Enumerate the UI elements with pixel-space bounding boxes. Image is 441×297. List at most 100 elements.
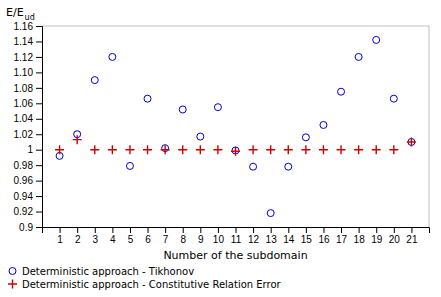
tick: 1.02 xyxy=(14,129,42,140)
frame xyxy=(429,26,430,227)
tick-mark xyxy=(271,227,272,233)
point xyxy=(90,145,99,154)
tick-label: 1.04 xyxy=(14,113,34,124)
tick: 14 xyxy=(283,227,295,245)
series xyxy=(56,36,415,216)
tick: 20 xyxy=(389,227,401,245)
tick-mark xyxy=(36,119,42,120)
tick: 1.06 xyxy=(14,98,42,109)
tick: 0.98 xyxy=(14,160,42,171)
tick-mark xyxy=(394,227,395,233)
tick: 5 xyxy=(128,227,134,245)
legend-symbol xyxy=(9,268,16,275)
point xyxy=(231,147,240,156)
point xyxy=(109,53,116,60)
legend-item: Deterministic approach - Constitutive Re… xyxy=(8,279,282,290)
point xyxy=(267,210,274,217)
tick-mark xyxy=(323,227,324,233)
tick-mark xyxy=(148,227,149,233)
tick-mark xyxy=(36,212,42,213)
tick: 9 xyxy=(198,227,204,245)
tick-mark xyxy=(36,181,42,182)
y-axis-title-subscript: ud xyxy=(25,13,35,22)
tick: 18 xyxy=(354,227,366,245)
point xyxy=(196,145,205,154)
tick-mark xyxy=(36,150,42,151)
point xyxy=(214,104,221,111)
point xyxy=(302,134,309,141)
point xyxy=(320,121,327,128)
frame xyxy=(42,26,429,27)
tick-label: 0.92 xyxy=(14,206,34,217)
tick-mark xyxy=(95,227,96,233)
tick-label: 18 xyxy=(354,234,366,245)
tick-label: 8 xyxy=(180,234,186,245)
tick: 1.14 xyxy=(14,36,42,47)
tick: 0.96 xyxy=(14,175,42,186)
tick-mark xyxy=(359,227,360,233)
tick: 0.9 xyxy=(19,222,42,233)
tick-label: 10 xyxy=(213,234,225,245)
tick-mark xyxy=(183,227,184,233)
tick: 12 xyxy=(248,227,260,245)
tick: 0.92 xyxy=(14,206,42,217)
point xyxy=(197,133,204,140)
tick: 1 xyxy=(27,144,42,155)
tick-label: 11 xyxy=(231,234,242,245)
tick-mark xyxy=(376,227,377,233)
tick-mark xyxy=(36,26,42,27)
tick: 1.12 xyxy=(14,52,42,63)
y-axis: 0.90.920.940.960.9811.021.041.061.081.10… xyxy=(14,21,43,233)
point xyxy=(373,36,380,43)
legend-label: Deterministic approach - Constitutive Re… xyxy=(22,279,282,290)
point xyxy=(337,145,346,154)
point xyxy=(250,163,257,170)
tick-mark xyxy=(36,57,42,58)
point xyxy=(338,88,345,95)
tick: 10 xyxy=(213,227,225,245)
tick: 21 xyxy=(406,227,418,245)
tick: 0.94 xyxy=(14,191,42,202)
tick-label: 17 xyxy=(336,234,348,245)
tick: 4 xyxy=(110,227,116,245)
point xyxy=(407,137,416,146)
point xyxy=(125,145,134,154)
tick-label: 12 xyxy=(248,234,260,245)
tick-label: 1.02 xyxy=(14,129,34,140)
tick-label: 3 xyxy=(92,234,98,245)
point xyxy=(389,145,398,154)
tick-mark xyxy=(112,227,113,233)
tick: 2 xyxy=(75,227,81,245)
series xyxy=(55,135,416,156)
x-axis-title: Number of the subdomain xyxy=(163,249,307,262)
point xyxy=(73,135,82,144)
point xyxy=(285,163,292,170)
tick: 1.04 xyxy=(14,113,42,124)
tick-label: 2 xyxy=(75,234,81,245)
tick: 19 xyxy=(371,227,383,245)
point xyxy=(372,145,381,154)
tick-label: 6 xyxy=(145,234,151,245)
axis-line xyxy=(43,228,430,234)
tick-label: 15 xyxy=(301,234,313,245)
tick-label: 0.96 xyxy=(14,175,34,186)
tick-mark xyxy=(165,227,166,233)
tick-mark xyxy=(130,227,131,233)
tick-mark xyxy=(36,103,42,104)
tick: 1.08 xyxy=(14,83,42,94)
tick-label: 0.98 xyxy=(14,160,34,171)
point xyxy=(319,145,328,154)
point xyxy=(55,145,64,154)
tick-label: 16 xyxy=(318,234,330,245)
point xyxy=(355,53,362,60)
legend-symbol xyxy=(8,280,17,289)
tick: 8 xyxy=(180,227,186,245)
tick: 11 xyxy=(231,227,242,245)
chart: 1234567891011121314151617181920210.90.92… xyxy=(0,0,441,297)
tick-mark xyxy=(236,227,237,233)
point xyxy=(213,145,222,154)
point xyxy=(161,145,170,154)
point xyxy=(179,106,186,113)
y-axis-title: E/E xyxy=(6,6,24,19)
axis-line xyxy=(36,27,43,228)
